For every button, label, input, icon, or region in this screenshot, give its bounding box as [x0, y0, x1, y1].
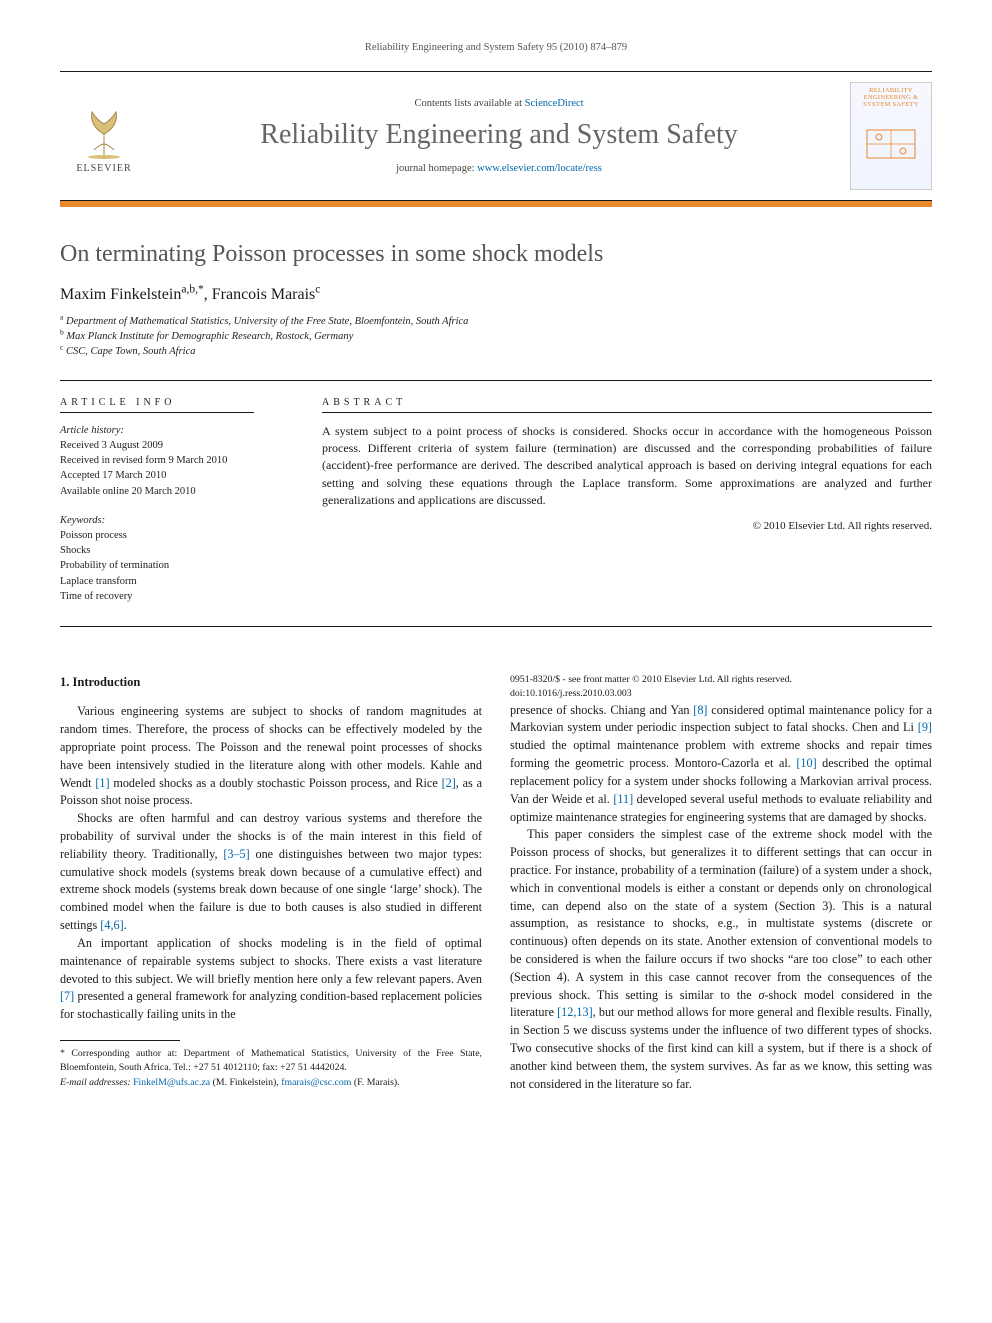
orange-rule	[60, 201, 932, 207]
corr-footnote: * Corresponding author at: Department of…	[60, 1047, 482, 1074]
contents-pre: Contents lists available at	[414, 98, 524, 109]
cite-3-5[interactable]: [3–5]	[223, 847, 249, 861]
cite-7[interactable]: [7]	[60, 989, 74, 1003]
email-1-who: (M. Finkelstein),	[213, 1077, 282, 1088]
homepage-link[interactable]: www.elsevier.com/locate/ress	[477, 163, 602, 174]
abstract-copyright: © 2010 Elsevier Ltd. All rights reserved…	[322, 520, 932, 532]
cover-caption: RELIABILITY ENGINEERING & SYSTEM SAFETY	[855, 87, 927, 108]
keyword-1: Shocks	[60, 545, 90, 556]
homepage-line: journal homepage: www.elsevier.com/locat…	[162, 163, 836, 174]
abstract-head: ABSTRACT	[322, 397, 932, 408]
cite-12-13[interactable]: [12,13]	[557, 1005, 593, 1019]
keywords-label: Keywords:	[60, 515, 105, 526]
email-1-link[interactable]: FinkelM@ufs.ac.za	[133, 1077, 210, 1088]
cite-1[interactable]: [1]	[95, 776, 109, 790]
journal-title: Reliability Engineering and System Safet…	[162, 119, 836, 151]
author-1-aff: a,b,	[181, 284, 198, 296]
abstract-col: ABSTRACT A system subject to a point pro…	[302, 381, 932, 620]
author-2: Francois Marais	[212, 286, 316, 303]
article-info-head: ARTICLE INFO	[60, 397, 286, 408]
meta-rule-1	[60, 412, 254, 413]
cite-8[interactable]: [8]	[693, 703, 707, 717]
contents-line: Contents lists available at ScienceDirec…	[162, 98, 836, 109]
front-matter: 0951-8320/$ - see front matter © 2010 El…	[510, 673, 932, 687]
para-1: Various engineering systems are subject …	[60, 703, 482, 810]
para-3-cont: presence of shocks. Chiang and Yan [8] c…	[510, 702, 932, 827]
history-received: Received 3 August 2009	[60, 440, 163, 451]
publisher-name: ELSEVIER	[76, 163, 131, 174]
para-4: This paper considers the simplest case o…	[510, 826, 932, 1093]
homepage-pre: journal homepage:	[396, 163, 477, 174]
masthead: ELSEVIER Contents lists available at Sci…	[60, 71, 932, 201]
article-history: Article history: Received 3 August 2009 …	[60, 423, 286, 499]
affiliations: a Department of Mathematical Statistics,…	[60, 314, 932, 360]
footnote-rule	[60, 1040, 180, 1041]
email-2-link[interactable]: fmarais@csc.com	[281, 1077, 351, 1088]
cite-9[interactable]: [9]	[918, 720, 932, 734]
meta-abstract-row: ARTICLE INFO Article history: Received 3…	[60, 380, 932, 627]
elsevier-tree-icon	[73, 99, 135, 161]
cite-2[interactable]: [2]	[442, 776, 456, 790]
keyword-2: Probability of termination	[60, 560, 169, 571]
history-revised: Received in revised form 9 March 2010	[60, 455, 227, 466]
doi: doi:10.1016/j.ress.2010.03.003	[510, 687, 932, 701]
cite-10[interactable]: [10]	[796, 756, 816, 770]
history-label: Article history:	[60, 425, 124, 436]
masthead-center: Contents lists available at ScienceDirec…	[162, 98, 836, 174]
para-2: Shocks are often harmful and can destroy…	[60, 810, 482, 935]
footnotes: * Corresponding author at: Department of…	[60, 1047, 482, 1090]
affil-b: Max Planck Institute for Demographic Res…	[66, 331, 353, 342]
cite-4-6[interactable]: [4,6]	[100, 918, 123, 932]
para-3: An important application of shocks model…	[60, 935, 482, 1024]
email-2-who: (F. Marais).	[354, 1077, 400, 1088]
publisher-logo-block: ELSEVIER	[60, 99, 148, 174]
article-info-col: ARTICLE INFO Article history: Received 3…	[60, 381, 302, 620]
author-1: Maxim Finkelstein	[60, 286, 181, 303]
sciencedirect-link[interactable]: ScienceDirect	[525, 98, 584, 109]
keywords-block: Keywords: Poisson process Shocks Probabi…	[60, 513, 286, 604]
journal-cover-thumb: RELIABILITY ENGINEERING & SYSTEM SAFETY	[850, 82, 932, 190]
keyword-0: Poisson process	[60, 530, 127, 541]
author-sep: ,	[204, 286, 212, 303]
meta-rule-2	[322, 412, 932, 413]
email-footnote: E-mail addresses: FinkelM@ufs.ac.za (M. …	[60, 1076, 482, 1090]
history-online: Available online 20 March 2010	[60, 486, 196, 497]
keyword-4: Time of recovery	[60, 591, 133, 602]
keyword-3: Laplace transform	[60, 576, 137, 587]
author-list: Maxim Finkelsteina,b,*, Francois Maraisc	[60, 286, 932, 304]
history-accepted: Accepted 17 March 2010	[60, 470, 166, 481]
cover-art-icon	[855, 112, 927, 185]
author-2-aff: c	[315, 284, 320, 296]
cite-11[interactable]: [11]	[613, 792, 633, 806]
body-columns: 1. Introduction Various engineering syst…	[60, 673, 932, 1097]
affil-c: CSC, Cape Town, South Africa	[66, 346, 196, 357]
affil-a: Department of Mathematical Statistics, U…	[66, 316, 468, 327]
running-head: Reliability Engineering and System Safet…	[60, 42, 932, 53]
section-1-head: 1. Introduction	[60, 673, 482, 691]
email-label: E-mail addresses:	[60, 1077, 131, 1088]
front-matter-block: 0951-8320/$ - see front matter © 2010 El…	[510, 673, 932, 702]
article-title: On terminating Poisson processes in some…	[60, 241, 932, 268]
abstract-text: A system subject to a point process of s…	[322, 423, 932, 510]
